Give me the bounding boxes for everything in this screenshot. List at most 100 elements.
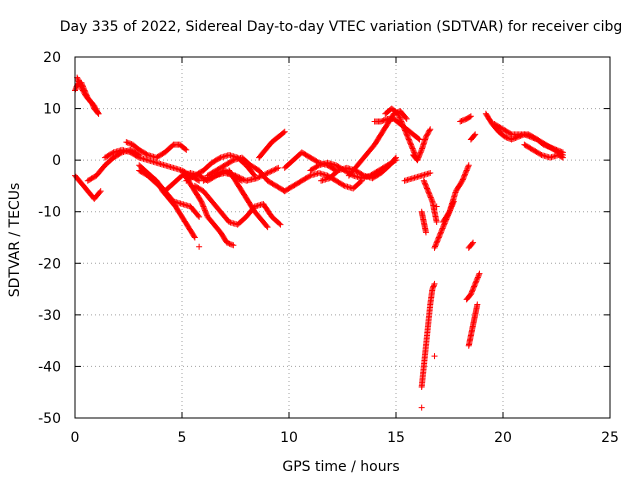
data-point [78, 79, 85, 86]
series-track-3 [72, 79, 102, 117]
data-point [503, 134, 510, 141]
data-point [199, 200, 206, 207]
data-point [507, 130, 514, 137]
data-point [402, 128, 409, 135]
data-point [225, 240, 232, 247]
data-point [80, 84, 87, 91]
data-point [223, 239, 230, 246]
data-point [402, 114, 409, 121]
data-point [271, 166, 278, 173]
data-point [306, 173, 313, 180]
data-point [414, 155, 421, 162]
data-point [416, 151, 423, 158]
series-track-37 [467, 131, 479, 143]
data-point [471, 283, 478, 290]
data-point [403, 130, 410, 137]
data-point [199, 202, 206, 209]
series-track-6 [123, 139, 190, 161]
data-point [469, 240, 476, 247]
data-point [461, 116, 468, 123]
data-point [418, 404, 425, 411]
series-track-39 [463, 270, 483, 303]
data-point [470, 239, 477, 246]
data-point [264, 224, 271, 231]
data-point [436, 231, 443, 238]
data-point [426, 127, 433, 134]
data-point [79, 82, 86, 89]
data-point [97, 188, 104, 195]
data-point [426, 190, 433, 197]
data-point [404, 132, 411, 139]
data-points [72, 74, 566, 411]
data-point [467, 113, 474, 120]
series-track-25 [410, 126, 434, 164]
data-point [239, 175, 246, 182]
x-tick-label: 15 [387, 430, 405, 446]
data-point [399, 121, 406, 128]
data-point [280, 129, 287, 136]
data-point [200, 177, 207, 184]
data-point [255, 174, 262, 181]
data-point [209, 173, 216, 180]
data-point [81, 87, 88, 94]
data-point [537, 151, 544, 158]
data-point [467, 291, 474, 298]
data-point [109, 150, 116, 157]
data-point [423, 184, 430, 191]
data-point [409, 145, 416, 152]
data-point [216, 155, 223, 162]
data-point [202, 207, 209, 214]
series-track-36 [457, 113, 474, 125]
data-point [435, 234, 442, 241]
data-point [402, 127, 409, 134]
data-point [240, 176, 247, 183]
data-point [416, 153, 423, 160]
y-tick-label: -30 [38, 308, 61, 324]
series-track-17 [256, 128, 288, 161]
data-point [464, 166, 471, 173]
data-point [378, 118, 385, 125]
data-point [505, 135, 512, 142]
data-point [380, 117, 387, 124]
data-point [459, 176, 466, 183]
data-point [404, 133, 411, 140]
data-point [431, 280, 438, 287]
data-point [407, 141, 414, 148]
data-point [204, 175, 211, 182]
x-tick-label: 0 [71, 430, 80, 446]
data-point [508, 136, 515, 143]
data-point [432, 242, 439, 249]
data-point [237, 175, 244, 182]
data-point [409, 144, 416, 151]
data-point [74, 75, 81, 82]
data-point [396, 113, 403, 120]
data-point [468, 289, 475, 296]
data-point [96, 189, 103, 196]
data-point [72, 86, 79, 93]
x-tick-label: 10 [280, 430, 298, 446]
data-point [267, 168, 274, 175]
data-point [458, 117, 465, 124]
data-point [393, 154, 399, 161]
series-track-32 [433, 203, 440, 210]
data-point [127, 140, 134, 147]
chart-title: Day 335 of 2022, Sidereal Day-to-day VTE… [60, 19, 623, 35]
data-point [424, 185, 431, 192]
data-point [440, 222, 447, 229]
data-point [233, 173, 240, 180]
data-point [314, 163, 321, 170]
data-point [475, 273, 482, 280]
data-point [559, 154, 566, 161]
series-track-10 [140, 167, 198, 241]
data-point [81, 86, 88, 93]
data-point [422, 133, 429, 140]
data-point [396, 114, 403, 121]
data-point [439, 225, 446, 232]
data-point [475, 271, 482, 278]
data-point [257, 173, 264, 180]
data-point [425, 189, 432, 196]
data-point [415, 154, 422, 161]
data-point [427, 126, 434, 133]
data-point [263, 170, 270, 177]
data-point [431, 244, 438, 251]
